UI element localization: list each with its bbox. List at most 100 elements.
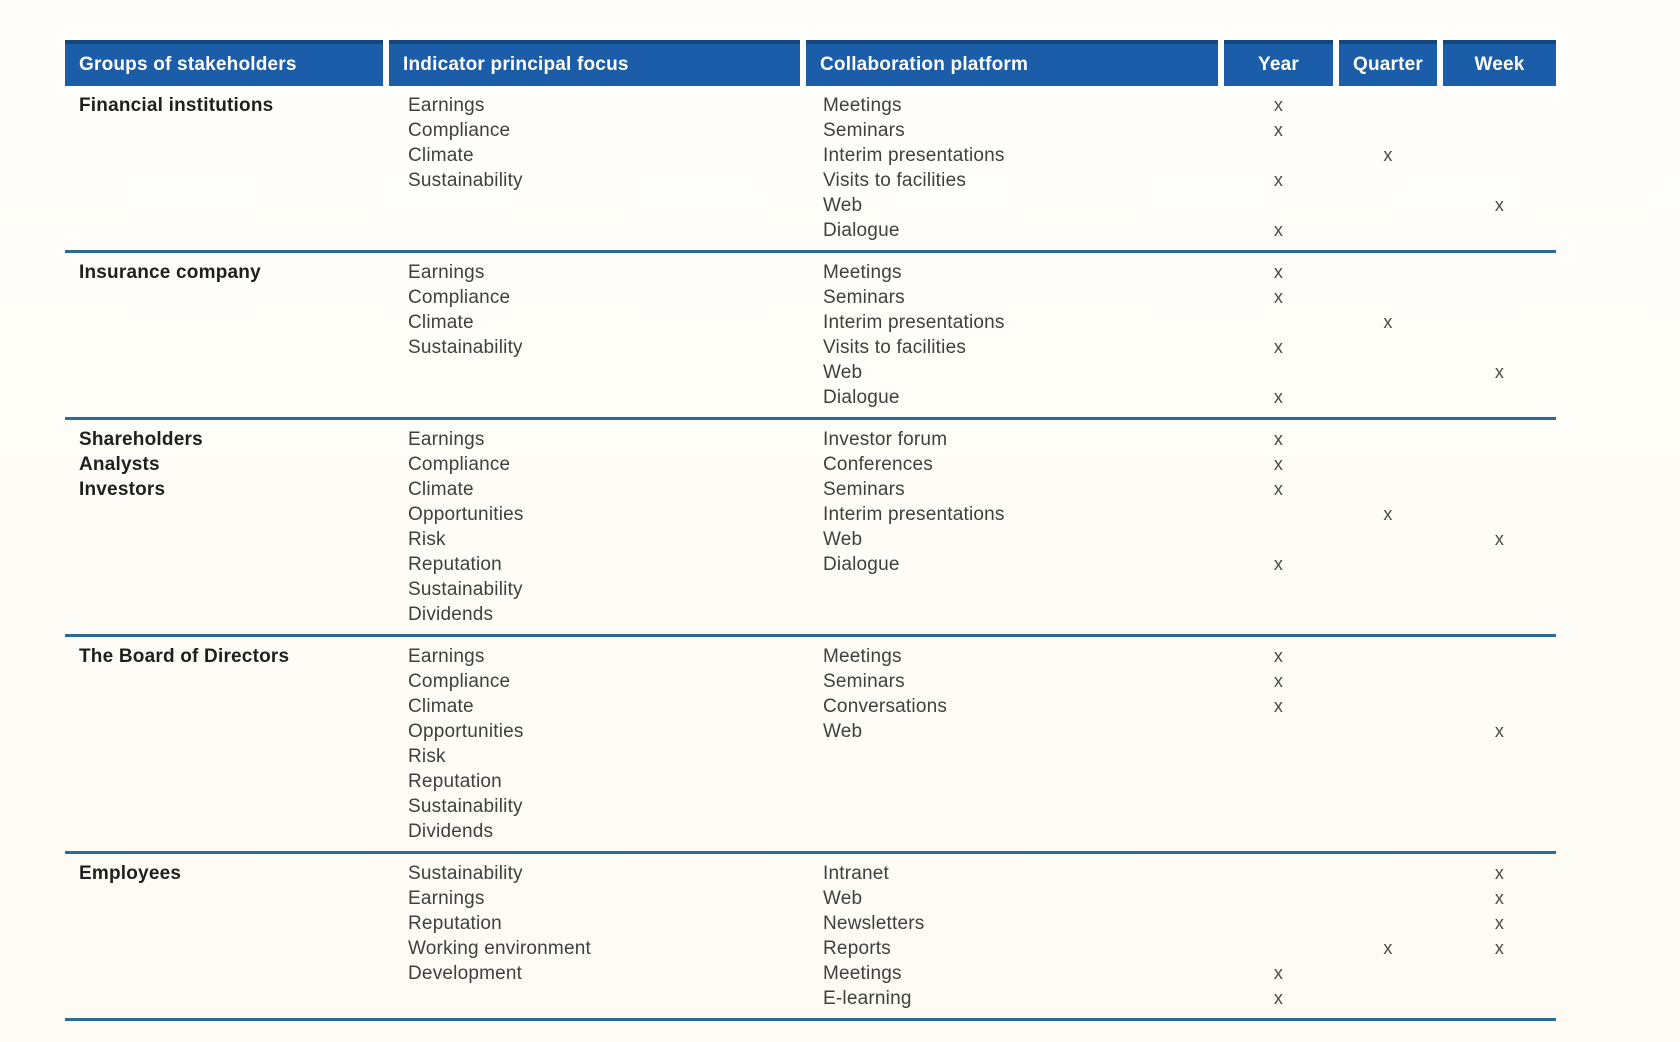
quarter-mark	[1339, 452, 1437, 477]
indicator-item: Climate	[408, 312, 474, 333]
week-mark	[1443, 385, 1556, 410]
indicator-item: Opportunities	[408, 721, 524, 742]
indicator-item: Sustainability	[408, 796, 523, 817]
week-mark	[1443, 986, 1556, 1011]
platform-item: Investor forum	[823, 429, 948, 450]
week-mark	[1443, 427, 1556, 452]
year-mark	[1224, 360, 1333, 385]
quarter-mark	[1339, 477, 1437, 502]
week-mark: x	[1494, 863, 1505, 883]
indicator-item: Development	[408, 963, 523, 984]
week-mark-cell: x	[1443, 644, 1556, 844]
quarter-mark: x	[1383, 938, 1393, 958]
quarter-mark	[1339, 694, 1437, 719]
quarter-mark	[1339, 986, 1437, 1011]
indicator-item: Sustainability	[408, 579, 523, 600]
indicator-cell: Earnings Compliance Climate Sustainability	[389, 260, 800, 410]
table-section: Shareholders Analysts Investors Earnings Com…	[65, 420, 1556, 637]
week-mark	[1443, 452, 1556, 477]
platform-item: Seminars	[823, 287, 905, 308]
indicator-item: Reputation	[408, 554, 502, 575]
platform-cell: Meetings Seminars Conversations Web	[806, 644, 1218, 844]
column-label: Week	[1474, 54, 1525, 75]
indicator-cell: Earnings Compliance Climate Sustainability	[389, 93, 800, 243]
platform-item: Web	[823, 362, 863, 383]
week-mark-cell: x	[1443, 427, 1556, 627]
week-mark: x	[1494, 888, 1505, 908]
week-mark	[1443, 335, 1556, 360]
quarter-mark: x	[1383, 312, 1393, 332]
week-mark	[1443, 143, 1556, 168]
platform-item: Seminars	[823, 120, 905, 141]
year-mark: x	[1273, 262, 1284, 282]
platform-item: Conversations	[823, 696, 948, 717]
indicator-item: Earnings	[408, 262, 485, 283]
quarter-mark	[1339, 260, 1437, 285]
week-mark	[1443, 310, 1556, 335]
group-name: Insurance company	[79, 262, 261, 283]
platform-item: Dialogue	[823, 387, 900, 408]
year-mark	[1224, 310, 1333, 335]
week-mark	[1443, 218, 1556, 243]
group-cell: Financial institutions	[65, 93, 383, 243]
platform-item: Web	[823, 195, 863, 216]
year-mark: x	[1273, 120, 1284, 140]
indicator-item: Earnings	[408, 888, 485, 909]
year-mark	[1224, 719, 1333, 744]
year-mark: x	[1273, 646, 1284, 666]
quarter-mark-cell: x	[1339, 93, 1437, 243]
header-cell-platform: Collaboration platform	[806, 40, 1218, 86]
indicator-cell: Sustainability Earnings Reputation Working …	[389, 861, 800, 1011]
quarter-mark-cell: x	[1339, 260, 1437, 410]
indicator-item: Compliance	[408, 454, 511, 475]
week-mark: x	[1494, 529, 1505, 549]
week-mark	[1443, 644, 1556, 669]
week-mark	[1443, 961, 1556, 986]
quarter-mark	[1339, 168, 1437, 193]
platform-item: Web	[823, 888, 863, 909]
indicator-item: Earnings	[408, 429, 485, 450]
quarter-mark-cell	[1339, 644, 1437, 844]
column-label: Quarter	[1352, 54, 1424, 75]
platform-item: Meetings	[823, 262, 902, 283]
quarter-mark	[1339, 285, 1437, 310]
quarter-mark-cell: x	[1339, 427, 1437, 627]
year-mark: x	[1273, 671, 1284, 691]
indicator-item: Sustainability	[408, 337, 523, 358]
quarter-mark	[1339, 360, 1437, 385]
week-mark: x	[1494, 938, 1505, 958]
column-label: Year	[1258, 54, 1299, 75]
year-mark: x	[1273, 479, 1284, 499]
platform-item: Web	[823, 529, 863, 550]
group-cell: Employees	[65, 861, 383, 1011]
header-cell-groups: Groups of stakeholders	[65, 40, 383, 86]
indicator-item: Earnings	[408, 646, 485, 667]
platform-item: Seminars	[823, 479, 905, 500]
indicator-cell: Earnings Compliance Climate Opportunities Ri…	[389, 427, 800, 627]
week-mark	[1443, 552, 1556, 577]
quarter-mark	[1339, 719, 1437, 744]
table-section: Financial institutions Earnings Compliance…	[65, 86, 1556, 253]
indicator-item: Sustainability	[408, 170, 523, 191]
table-header: Groups of stakeholders Indicator princip…	[65, 40, 1556, 86]
year-mark: x	[1273, 454, 1284, 474]
year-mark	[1224, 193, 1333, 218]
year-mark: x	[1273, 988, 1284, 1008]
week-mark	[1443, 118, 1556, 143]
platform-cell: Meetings Seminars Interim presentations Vis…	[806, 260, 1218, 410]
week-mark	[1443, 477, 1556, 502]
column-label: Collaboration platform	[820, 54, 1029, 75]
week-mark: x	[1494, 913, 1505, 933]
quarter-mark	[1339, 385, 1437, 410]
week-mark	[1443, 285, 1556, 310]
platform-item: Dialogue	[823, 554, 900, 575]
header-cell-week: Week	[1443, 40, 1556, 86]
year-mark: x	[1273, 337, 1284, 357]
week-mark-cell: x	[1443, 260, 1556, 410]
platform-item: Seminars	[823, 671, 905, 692]
